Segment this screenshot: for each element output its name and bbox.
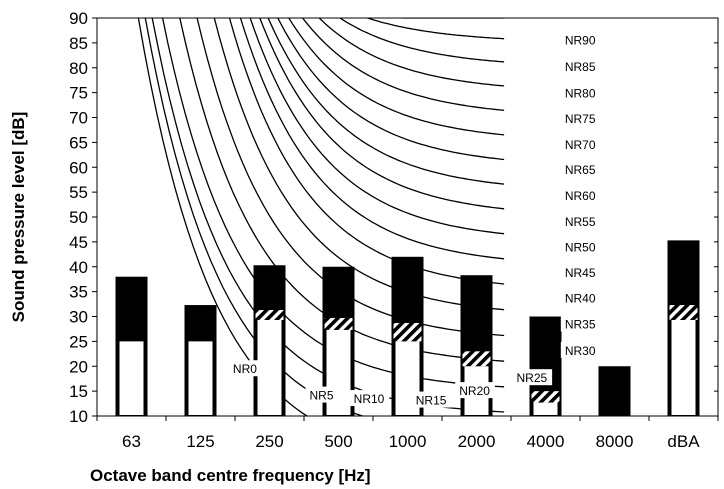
nr-curve <box>249 18 505 235</box>
x-tick-label: 125 <box>186 432 214 451</box>
nr-curve <box>228 18 505 285</box>
y-tick-label: 50 <box>69 208 88 227</box>
x-tick-label: 1000 <box>389 432 427 451</box>
bar-hatched <box>531 391 560 403</box>
nr-label: NR20 <box>459 384 490 398</box>
nr-label: NR75 <box>565 112 596 126</box>
y-tick-label: 35 <box>69 283 88 302</box>
nr-curve <box>318 18 505 87</box>
bar-inner <box>119 341 144 415</box>
x-tick-label: 63 <box>122 432 141 451</box>
nr-label-bg <box>560 161 601 178</box>
y-axis: 10 15 20 25 30 35 40 45 50 55 60 65 70 75 80 85 90 <box>69 9 718 426</box>
nr-label: NR70 <box>565 138 596 152</box>
y-tick-label: 25 <box>69 332 88 351</box>
nr-label-bg <box>560 341 601 358</box>
bar-hatched <box>324 317 353 330</box>
nr-label-bg <box>560 58 601 75</box>
nr-label-bg <box>411 391 452 408</box>
nr-curve <box>239 18 505 260</box>
nr-curve <box>259 18 505 210</box>
nr-labels: NR0 NR5 NR10 NR15 NR20 NR25 NR30 NR35 NR40 NR45 NR… <box>228 31 601 408</box>
nr-label-bg <box>560 84 601 101</box>
bar-hatched <box>462 351 491 367</box>
nr-label: NR5 <box>310 389 334 403</box>
nr-label: NR35 <box>565 317 596 331</box>
nr-label: NR15 <box>416 394 447 408</box>
nr-curve <box>302 18 505 111</box>
nr-label-bg <box>228 360 262 377</box>
nr-label: NR25 <box>517 371 548 385</box>
y-tick-label: 40 <box>69 258 88 277</box>
nr-label-bg <box>560 212 601 229</box>
nr-curve <box>288 18 505 136</box>
bar-total <box>598 366 631 416</box>
nr-label: NR55 <box>565 215 596 229</box>
nr-label-bg <box>560 238 601 255</box>
nr-label: NR80 <box>565 87 596 101</box>
y-tick-label: 85 <box>69 34 88 53</box>
bar-hatched <box>393 322 422 342</box>
bar-inner <box>533 402 558 415</box>
nr-label: NR90 <box>565 33 596 47</box>
bars <box>115 240 700 416</box>
y-axis-label: Sound pressure level [dB] <box>9 112 28 323</box>
x-axis-label: Octave band centre frequency [Hz] <box>90 466 371 485</box>
nr-label-bg <box>560 109 601 126</box>
x-tick-label: 2000 <box>458 432 496 451</box>
nr-curve <box>137 18 309 416</box>
nr-label: NR10 <box>354 392 385 406</box>
x-tick-label: dBA <box>667 432 700 451</box>
nr-curve <box>213 18 505 311</box>
nr-label: NR30 <box>565 344 596 358</box>
bar-inner <box>188 341 213 415</box>
x-tick-label: 250 <box>255 432 283 451</box>
x-tick-label: 8000 <box>596 432 634 451</box>
bar-inner <box>671 319 696 415</box>
bar-hatched <box>255 310 284 320</box>
y-tick-label: 80 <box>69 59 88 78</box>
nr-label: NR65 <box>565 163 596 177</box>
nr-label: NR85 <box>565 60 596 74</box>
nr-label: NR40 <box>565 292 596 306</box>
nr-label-bg <box>560 289 601 306</box>
nr-curve <box>339 18 505 63</box>
nr-label-bg <box>560 264 601 281</box>
nr-label-bg <box>560 315 601 332</box>
nr-label: NR60 <box>565 189 596 203</box>
y-tick-label: 15 <box>69 382 88 401</box>
y-tick-label: 20 <box>69 357 88 376</box>
nr-curve <box>277 18 505 161</box>
nr-label-bg <box>455 382 495 399</box>
nr-label-bg <box>560 135 601 152</box>
x-axis: 63 125 250 500 1000 2000 4000 8000 dBA <box>96 416 719 451</box>
x-tick-label: 500 <box>324 432 352 451</box>
y-tick-label: 45 <box>69 233 88 252</box>
nr-label-bg <box>512 369 553 386</box>
nr-label-bg <box>560 31 601 48</box>
nr-label: NR50 <box>565 240 596 254</box>
nr-curve <box>367 18 505 40</box>
nr-label: NR45 <box>565 266 596 280</box>
x-tick-label: 4000 <box>527 432 565 451</box>
nr-label-bg <box>560 187 601 204</box>
y-tick-label: 90 <box>69 9 88 28</box>
bar-hatched <box>669 305 698 320</box>
y-tick-label: 70 <box>69 109 88 128</box>
nr-label: NR0 <box>233 362 257 376</box>
y-tick-label: 65 <box>69 133 88 152</box>
y-tick-label: 10 <box>69 407 88 426</box>
y-tick-label: 30 <box>69 308 88 327</box>
y-tick-label: 75 <box>69 84 88 103</box>
nr-label-bg <box>305 386 338 403</box>
nr-label-bg <box>349 390 390 407</box>
y-tick-label: 55 <box>69 183 88 202</box>
bar-inner <box>257 319 282 415</box>
y-tick-label: 60 <box>69 158 88 177</box>
nr-curve <box>267 18 505 185</box>
